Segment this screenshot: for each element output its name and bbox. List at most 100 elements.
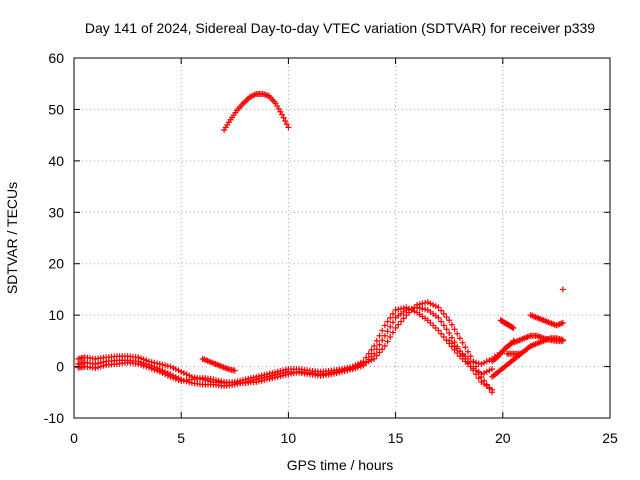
data-point bbox=[478, 373, 485, 380]
data-point bbox=[360, 361, 367, 367]
data-point bbox=[432, 303, 439, 310]
data-point bbox=[559, 337, 566, 344]
series-track-c bbox=[75, 299, 496, 396]
data-point bbox=[389, 310, 396, 317]
data-point bbox=[347, 365, 354, 372]
data-point bbox=[140, 362, 147, 369]
data-point bbox=[263, 376, 270, 383]
data-point bbox=[397, 318, 404, 325]
data-point bbox=[381, 322, 388, 329]
data-point bbox=[357, 362, 364, 369]
data-point bbox=[438, 330, 445, 337]
data-point bbox=[419, 305, 426, 312]
x-tick-label: 25 bbox=[602, 430, 618, 446]
data-point bbox=[462, 344, 469, 351]
data-point bbox=[368, 346, 375, 353]
data-point bbox=[467, 358, 474, 365]
data-point bbox=[231, 367, 238, 374]
data-point bbox=[381, 332, 388, 339]
data-point bbox=[416, 301, 423, 308]
data-point bbox=[448, 321, 455, 328]
data-point bbox=[349, 365, 356, 372]
data-point bbox=[172, 375, 179, 382]
y-tick-label: 30 bbox=[48, 204, 64, 220]
data-point bbox=[146, 364, 153, 371]
y-tick-label: -10 bbox=[44, 410, 64, 426]
data-point bbox=[97, 363, 104, 370]
data-point bbox=[363, 359, 370, 366]
data-point bbox=[440, 322, 447, 329]
data-point bbox=[92, 365, 99, 372]
data-point bbox=[164, 362, 171, 369]
data-point bbox=[392, 307, 399, 313]
data-point bbox=[440, 310, 447, 317]
data-point bbox=[446, 317, 453, 324]
data-point bbox=[151, 366, 158, 373]
data-point bbox=[516, 350, 523, 357]
data-point bbox=[473, 359, 479, 366]
y-tick-label: 0 bbox=[56, 359, 64, 375]
data-point bbox=[387, 314, 394, 321]
y-tick-label: 10 bbox=[48, 307, 64, 323]
data-point bbox=[290, 370, 297, 376]
data-point bbox=[261, 377, 268, 384]
data-point bbox=[481, 370, 488, 376]
data-point bbox=[170, 374, 177, 381]
data-point bbox=[376, 341, 383, 348]
data-point bbox=[159, 361, 166, 368]
data-point bbox=[218, 378, 225, 385]
data-point bbox=[253, 379, 260, 385]
data-point bbox=[258, 377, 265, 384]
data-point bbox=[430, 301, 437, 308]
data-point bbox=[167, 373, 174, 380]
data-point bbox=[280, 114, 287, 121]
data-point bbox=[293, 369, 300, 376]
data-point bbox=[481, 377, 488, 384]
data-point bbox=[422, 306, 429, 313]
data-point bbox=[170, 364, 177, 371]
data-point bbox=[288, 370, 295, 377]
data-point bbox=[379, 327, 386, 334]
data-point bbox=[365, 358, 372, 365]
data-point bbox=[381, 343, 388, 349]
data-point bbox=[443, 337, 450, 344]
data-point bbox=[384, 318, 391, 325]
data-point bbox=[148, 365, 155, 372]
data-point bbox=[154, 367, 161, 374]
data-point bbox=[454, 330, 461, 337]
data-point bbox=[478, 361, 485, 367]
data-point bbox=[373, 346, 380, 353]
data-point bbox=[435, 304, 442, 311]
data-point bbox=[280, 372, 287, 379]
data-point bbox=[183, 371, 190, 378]
y-axis-label: SDTVAR / TECUs bbox=[4, 182, 20, 294]
data-point bbox=[162, 362, 169, 369]
series-late-right bbox=[527, 312, 566, 329]
data-point bbox=[373, 337, 380, 344]
y-tick-label: 60 bbox=[48, 50, 64, 66]
data-point bbox=[481, 359, 488, 366]
data-point bbox=[352, 364, 359, 371]
data-point bbox=[175, 376, 182, 383]
data-point bbox=[419, 300, 426, 307]
data-point bbox=[435, 314, 442, 321]
series-day-arc bbox=[221, 91, 292, 133]
data-point bbox=[387, 323, 394, 330]
data-point bbox=[389, 329, 396, 336]
data-point bbox=[272, 374, 278, 381]
data-point bbox=[483, 368, 490, 375]
data-point bbox=[510, 325, 517, 331]
data-point bbox=[143, 363, 150, 370]
data-point bbox=[266, 375, 273, 382]
data-point bbox=[277, 373, 284, 380]
data-point bbox=[559, 286, 566, 293]
data-point bbox=[156, 361, 163, 367]
data-point bbox=[255, 378, 262, 385]
data-point bbox=[384, 328, 391, 335]
data-point bbox=[451, 326, 458, 333]
data-point bbox=[446, 330, 453, 337]
data-point bbox=[559, 319, 566, 326]
data-point bbox=[215, 377, 222, 384]
data-point bbox=[475, 368, 482, 375]
x-tick-label: 15 bbox=[388, 430, 404, 446]
